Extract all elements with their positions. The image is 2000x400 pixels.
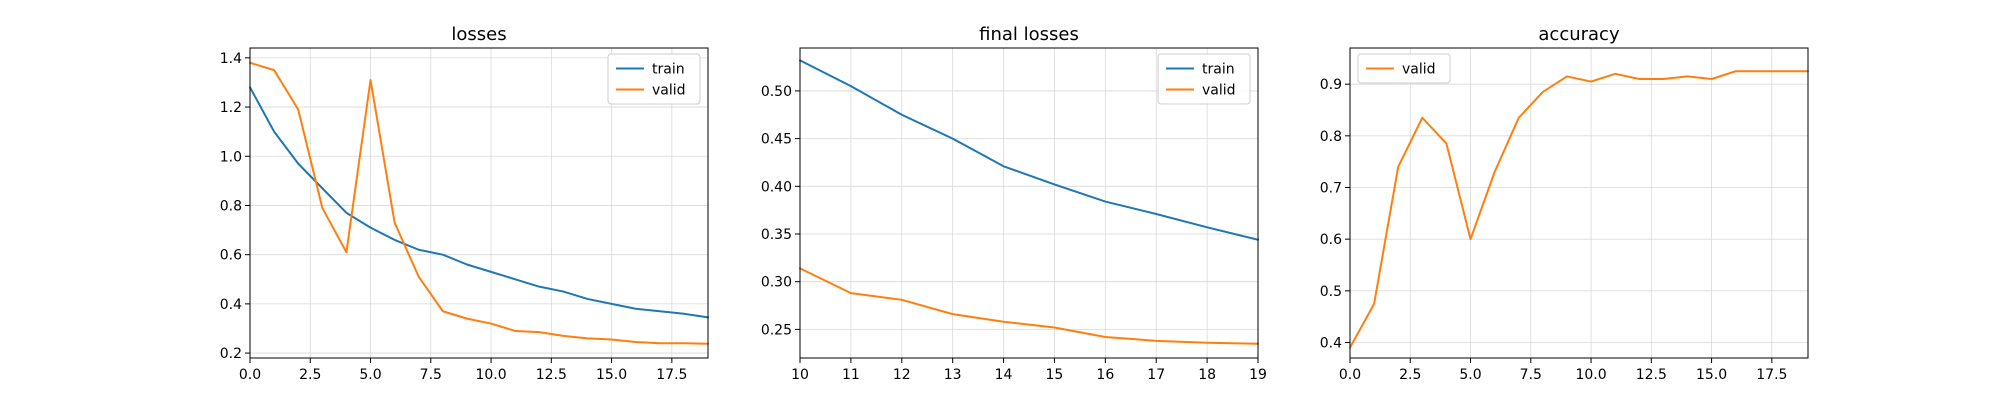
losses-valid-line (249, 61, 709, 345)
accuracy-ytick-label: 0.7 (1320, 181, 1342, 197)
losses-chart: losses 0.0 2.5 5.0 7.5 10.0 12.5 15.0 17.5 0.2 0.… (220, 24, 709, 383)
accuracy-valid-line (1349, 70, 1809, 349)
accuracy-ytick-label: 0.8 (1320, 129, 1342, 145)
final-losses-title: final losses (979, 24, 1079, 45)
accuracy-axes-frame (1349, 47, 1809, 359)
losses-xtick-label: 7.5 (420, 367, 442, 383)
final-losses-legend-box (1157, 53, 1251, 105)
accuracy-legend: valid (1357, 53, 1451, 84)
losses-xtick-label: 10.0 (475, 367, 506, 383)
losses-ytick-label: 0.2 (220, 346, 242, 362)
accuracy-xtick-label: 17.5 (1756, 367, 1787, 383)
accuracy-ytick-label: 0.5 (1320, 284, 1342, 300)
final-losses-legend-label-train: train (1202, 62, 1235, 78)
final-losses-ytick-label: 0.25 (761, 322, 792, 338)
final-losses-ytick-label: 0.35 (761, 227, 792, 243)
final-losses-ytick-label: 0.40 (761, 179, 792, 195)
accuracy-xtick-label: 5.0 (1459, 367, 1481, 383)
losses-xtick-label: 5.0 (359, 367, 381, 383)
losses-ytick-label: 0.6 (220, 248, 242, 264)
losses-train-line (249, 86, 709, 319)
accuracy-xtick-label: 0.0 (1339, 367, 1361, 383)
accuracy-legend-box (1357, 53, 1451, 84)
final-losses-axes-frame (799, 47, 1259, 359)
accuracy-ytick-label: 0.4 (1320, 336, 1342, 352)
losses-ytick-label: 0.8 (220, 198, 242, 214)
losses-axes-frame (249, 47, 709, 359)
losses-ytick-label: 1.4 (220, 51, 242, 67)
accuracy-ytick-label: 0.9 (1320, 77, 1342, 93)
accuracy-chart: accuracy 0.0 2.5 5.0 7.5 10.0 12.5 15.0 17.5 0.4… (1320, 24, 1809, 383)
final-losses-xtick-label: 13 (944, 367, 962, 383)
final-losses-valid-line (799, 267, 1259, 345)
final-losses-xtick-label: 15 (1046, 367, 1064, 383)
accuracy-ytick-label: 0.6 (1320, 232, 1342, 248)
final-losses-train-line (799, 59, 1259, 241)
final-losses-ytick-label: 0.50 (761, 84, 792, 100)
final-losses-xtick-label: 17 (1147, 367, 1165, 383)
losses-xtick-label: 2.5 (299, 367, 321, 383)
losses-ytick-label: 0.4 (220, 297, 242, 313)
final-losses-xtick-label: 10 (791, 367, 809, 383)
final-losses-chart: final losses 10 11 12 13 14 15 16 17 18 19 0.25 0.3… (761, 24, 1267, 383)
losses-legend-label-valid: valid (652, 83, 686, 99)
final-losses-xtick-label: 18 (1198, 367, 1216, 383)
final-losses-xtick-label: 11 (842, 367, 860, 383)
losses-legend-label-train: train (652, 62, 685, 78)
losses-title: losses (451, 24, 506, 45)
losses-xtick-label: 17.5 (656, 367, 687, 383)
losses-xtick-label: 12.5 (536, 367, 567, 383)
accuracy-title: accuracy (1538, 24, 1620, 45)
losses-ytick-label: 1.0 (220, 149, 242, 165)
losses-xtick-label: 15.0 (596, 367, 627, 383)
final-losses-xtick-label: 16 (1096, 367, 1114, 383)
final-losses-ytick-label: 0.45 (761, 132, 792, 148)
final-losses-xtick-label: 12 (893, 367, 911, 383)
final-losses-legend-label-valid: valid (1202, 83, 1236, 99)
accuracy-xtick-label: 15.0 (1696, 367, 1727, 383)
losses-legend-box (607, 53, 701, 105)
final-losses-xtick-label: 19 (1249, 367, 1267, 383)
losses-xtick-label: 0.0 (239, 367, 261, 383)
losses-ytick-label: 1.2 (220, 100, 242, 116)
accuracy-xtick-label: 7.5 (1520, 367, 1542, 383)
accuracy-xtick-label: 12.5 (1636, 367, 1667, 383)
final-losses-xtick-label: 14 (995, 367, 1013, 383)
losses-legend: train valid (607, 53, 701, 105)
accuracy-legend-label-valid: valid (1402, 62, 1436, 78)
accuracy-xtick-label: 2.5 (1399, 367, 1421, 383)
final-losses-legend: train valid (1157, 53, 1251, 105)
final-losses-ytick-label: 0.30 (761, 275, 792, 291)
accuracy-xtick-label: 10.0 (1575, 367, 1606, 383)
